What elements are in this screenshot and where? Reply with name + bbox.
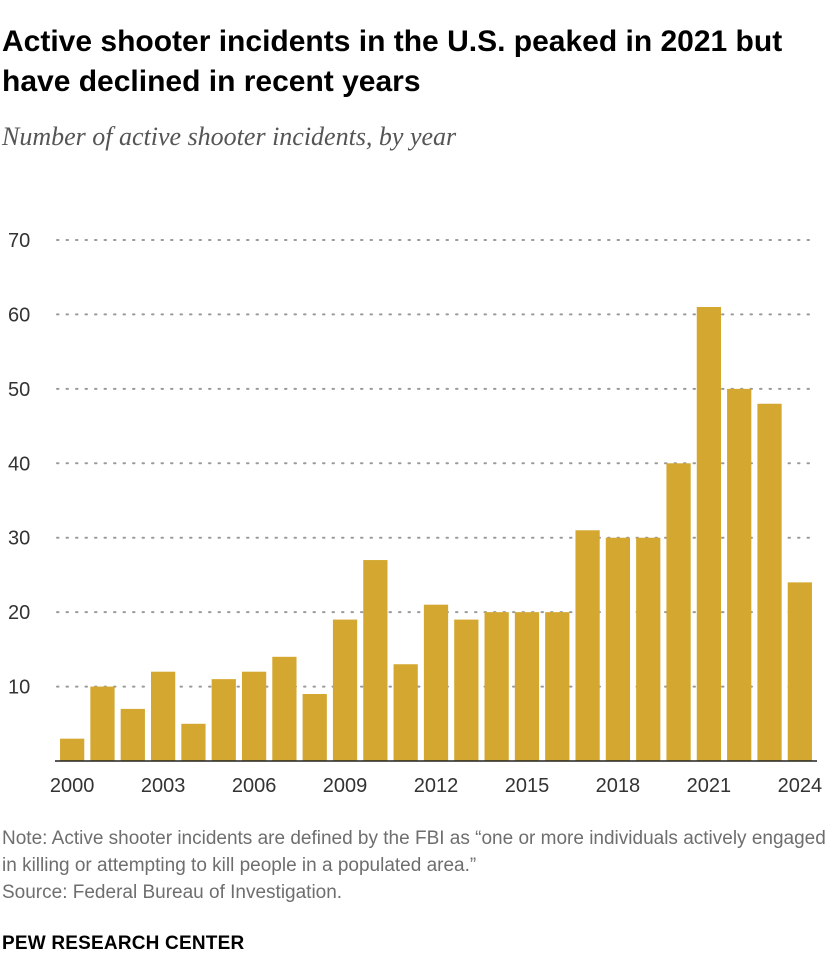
- x-tick-label-2021: 2021: [687, 775, 732, 797]
- y-tick-label-50: 50: [8, 379, 30, 401]
- x-tick-label-2006: 2006: [232, 775, 277, 797]
- y-tick-label-30: 30: [8, 528, 30, 550]
- bar-2022: [727, 388, 752, 761]
- bar-2005: [211, 679, 236, 761]
- y-tick-label-40: 40: [8, 453, 30, 475]
- x-tick-label-2000: 2000: [50, 775, 95, 797]
- bar-chart: 10 20 30 40 50 60 70 2000 2003 2006 2009 2012 2015 20…: [8, 230, 822, 797]
- chart-notes: Note: Active shooter incidents are defin…: [2, 825, 838, 906]
- bar-2012: [423, 604, 449, 761]
- bar-2017: [575, 530, 600, 761]
- bar-2018: [605, 537, 631, 761]
- bar-2002: [120, 708, 145, 761]
- source-text: Source: Federal Bureau of Investigation.: [2, 882, 343, 903]
- x-tick-label-2024: 2024: [778, 775, 823, 797]
- bar-2011: [393, 664, 418, 761]
- bar-2019: [636, 537, 661, 761]
- bar-2004: [181, 723, 206, 761]
- bar-2014: [484, 612, 509, 761]
- bars: [60, 306, 812, 761]
- bar-2003: [150, 671, 176, 761]
- bar-2001: [90, 686, 115, 761]
- chart-subtitle: Number of active shooter incidents, by y…: [2, 122, 457, 151]
- bar-2009: [332, 619, 358, 761]
- y-tick-label-10: 10: [8, 677, 30, 699]
- x-tick-label-2009: 2009: [323, 775, 368, 797]
- bar-2023: [757, 403, 782, 761]
- bar-2008: [302, 694, 327, 761]
- brand-logo-text: PEW RESEARCH CENTER: [2, 933, 245, 954]
- bar-2010: [363, 560, 388, 761]
- bar-2000: [60, 738, 85, 761]
- y-tick-label-70: 70: [8, 230, 30, 252]
- bar-2006: [241, 671, 267, 761]
- bar-2013: [454, 619, 479, 761]
- bar-2016: [545, 612, 570, 761]
- tick-labels: 10 20 30 40 50 60 70 2000 2003 2006 2009 2012 2015 20…: [8, 230, 822, 797]
- note-text: Note: Active shooter incidents are defin…: [2, 828, 826, 876]
- y-tick-label-60: 60: [8, 304, 30, 326]
- x-tick-label-2012: 2012: [414, 775, 459, 797]
- y-tick-label-20: 20: [8, 602, 30, 624]
- bar-2015: [514, 612, 540, 761]
- bar-2007: [272, 656, 297, 761]
- bar-2024: [787, 582, 812, 761]
- bar-2021: [696, 306, 722, 761]
- x-tick-label-2015: 2015: [505, 775, 550, 797]
- chart-title: Active shooter incidents in the U.S. pea…: [2, 25, 783, 98]
- x-tick-label-2003: 2003: [141, 775, 186, 797]
- bar-2020: [666, 463, 691, 761]
- x-tick-label-2018: 2018: [596, 775, 641, 797]
